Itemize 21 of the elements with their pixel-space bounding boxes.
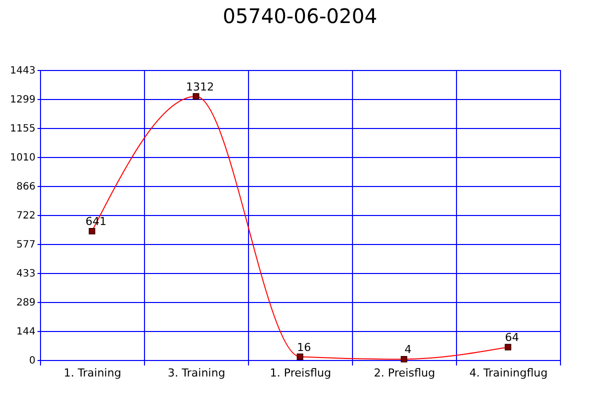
y-tick-label: 433 bbox=[16, 268, 36, 280]
y-tick-label: 722 bbox=[16, 210, 36, 222]
y-tick-label: 289 bbox=[16, 297, 36, 308]
x-tick-label: 2. Preisflug bbox=[374, 366, 436, 380]
y-tick-label: 0 bbox=[29, 356, 36, 366]
y-tick-label: 1155 bbox=[10, 123, 36, 134]
y-tick-label: 144 bbox=[16, 326, 36, 338]
y-tick-label: 577 bbox=[16, 240, 36, 251]
x-tick-label: 1. Training bbox=[64, 366, 122, 380]
x-tick-label: 3. Training bbox=[168, 366, 226, 380]
data-label: 64 bbox=[505, 331, 519, 344]
data-label: 16 bbox=[297, 340, 311, 354]
y-tick-label: 1299 bbox=[10, 94, 36, 106]
y-tick-label: 1010 bbox=[10, 152, 36, 164]
x-tick-label: 1. Preisflug bbox=[270, 366, 332, 380]
chart-title: 05740-06-0204 bbox=[222, 4, 378, 28]
data-label: 1312 bbox=[186, 80, 214, 94]
y-tick-label: 1443 bbox=[10, 66, 36, 76]
y-tick-label: 866 bbox=[16, 181, 36, 192]
x-tick-label: 4. Trainingflug bbox=[469, 366, 548, 380]
data-label: 4 bbox=[404, 343, 412, 356]
